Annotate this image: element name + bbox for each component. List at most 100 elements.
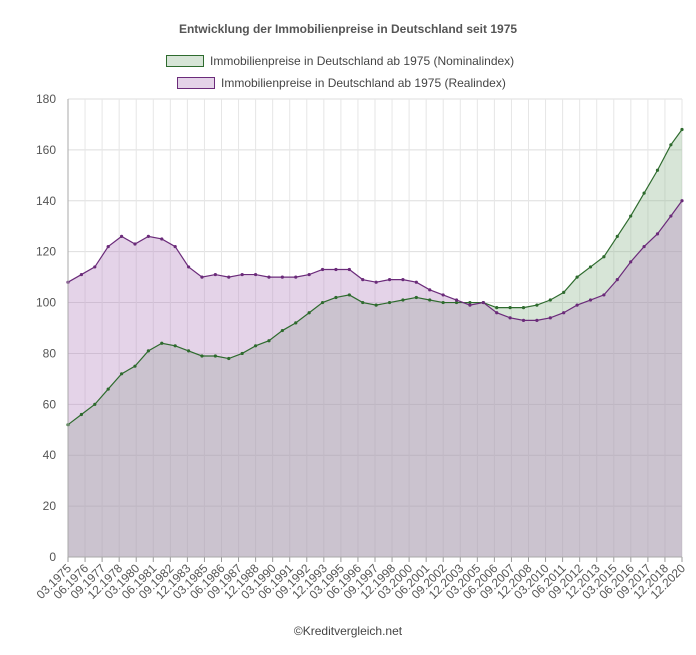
data-point[interactable] [294, 275, 298, 279]
data-point[interactable] [588, 265, 593, 269]
data-point[interactable] [240, 272, 244, 277]
data-point[interactable] [401, 278, 405, 282]
data-point[interactable] [414, 295, 418, 300]
data-point[interactable] [575, 275, 579, 279]
data-point[interactable] [240, 351, 244, 356]
data-point[interactable] [186, 349, 191, 353]
data-point[interactable] [307, 311, 311, 315]
data-point[interactable] [454, 300, 459, 305]
data-point[interactable] [401, 298, 405, 302]
data-point[interactable] [200, 354, 204, 358]
data-point[interactable] [79, 272, 83, 277]
data-point[interactable] [133, 364, 137, 368]
data-point[interactable] [669, 143, 673, 147]
data-point[interactable] [227, 356, 231, 361]
data-point[interactable] [146, 349, 150, 353]
data-point[interactable] [227, 275, 231, 279]
y-tick-label: 160 [36, 143, 56, 157]
data-point[interactable] [414, 280, 418, 284]
data-point[interactable] [521, 306, 526, 310]
data-point[interactable] [347, 293, 351, 297]
data-point[interactable] [280, 328, 284, 333]
data-point[interactable] [508, 306, 512, 310]
data-point[interactable] [615, 278, 619, 282]
data-point[interactable] [548, 298, 552, 302]
data-point[interactable] [267, 275, 271, 279]
data-point[interactable] [680, 199, 684, 203]
data-point[interactable] [655, 168, 660, 172]
data-point[interactable] [655, 232, 660, 236]
series-area-1 [68, 200, 682, 557]
data-point[interactable] [481, 300, 485, 305]
data-point[interactable] [642, 244, 646, 249]
data-point[interactable] [615, 234, 619, 238]
data-point[interactable] [535, 318, 539, 322]
data-point[interactable] [200, 275, 204, 279]
data-point[interactable] [521, 318, 526, 322]
data-point[interactable] [146, 234, 150, 238]
data-point[interactable] [535, 303, 539, 307]
data-point[interactable] [629, 260, 633, 264]
data-point[interactable] [602, 255, 606, 259]
data-point[interactable] [173, 344, 177, 348]
data-point[interactable] [374, 280, 378, 284]
data-point[interactable] [106, 387, 110, 391]
data-point[interactable] [186, 265, 191, 269]
data-point[interactable] [173, 244, 177, 249]
legend-item-real[interactable]: Immobilienpreise in Deutschland ab 1975 … [177, 76, 506, 90]
legend-label-nominal: Immobilienpreise in Deutschland ab 1975 … [210, 54, 515, 68]
data-point[interactable] [562, 311, 566, 315]
data-point[interactable] [575, 303, 579, 307]
data-point[interactable] [602, 293, 606, 297]
data-point[interactable] [294, 321, 298, 325]
legend-swatch-nominal [166, 55, 204, 67]
data-point[interactable] [320, 267, 325, 272]
data-point[interactable] [454, 298, 459, 302]
data-point[interactable] [428, 298, 432, 302]
data-point[interactable] [468, 300, 472, 305]
legend-item-nominal[interactable]: Immobilienpreise in Deutschland ab 1975 … [166, 54, 514, 68]
legend-label-real: Immobilienpreise in Deutschland ab 1975 … [221, 76, 506, 90]
data-point[interactable] [562, 290, 566, 294]
data-point[interactable] [93, 402, 97, 406]
data-point[interactable] [629, 214, 633, 218]
data-point[interactable] [213, 272, 217, 277]
data-point[interactable] [374, 303, 378, 307]
data-point[interactable] [680, 127, 684, 132]
data-point[interactable] [495, 311, 499, 315]
data-point[interactable] [334, 295, 338, 300]
data-point[interactable] [387, 278, 392, 282]
data-point[interactable] [347, 267, 351, 272]
data-point[interactable] [361, 278, 365, 282]
data-point[interactable] [160, 341, 164, 345]
data-point[interactable] [93, 265, 97, 269]
data-point[interactable] [119, 234, 124, 238]
data-point[interactable] [253, 272, 258, 277]
data-point[interactable] [495, 306, 499, 310]
data-point[interactable] [548, 316, 552, 320]
data-point[interactable] [642, 191, 646, 195]
data-point[interactable] [669, 214, 673, 218]
data-point[interactable] [441, 293, 445, 297]
data-point[interactable] [588, 298, 593, 302]
data-point[interactable] [441, 300, 445, 305]
data-point[interactable] [468, 303, 472, 307]
y-tick-label: 0 [49, 550, 56, 564]
data-point[interactable] [213, 354, 217, 358]
data-point[interactable] [334, 267, 338, 272]
data-point[interactable] [106, 244, 110, 249]
data-point[interactable] [280, 275, 284, 279]
data-point[interactable] [160, 237, 164, 241]
data-point[interactable] [307, 272, 311, 277]
data-point[interactable] [253, 344, 258, 348]
data-point[interactable] [428, 288, 432, 292]
data-point[interactable] [361, 300, 365, 305]
data-point[interactable] [79, 412, 83, 417]
data-point[interactable] [119, 372, 124, 376]
data-point[interactable] [508, 316, 512, 320]
data-point[interactable] [267, 339, 271, 343]
y-tick-label: 120 [36, 245, 56, 259]
data-point[interactable] [387, 300, 392, 305]
data-point[interactable] [133, 242, 137, 246]
data-point[interactable] [320, 300, 325, 305]
